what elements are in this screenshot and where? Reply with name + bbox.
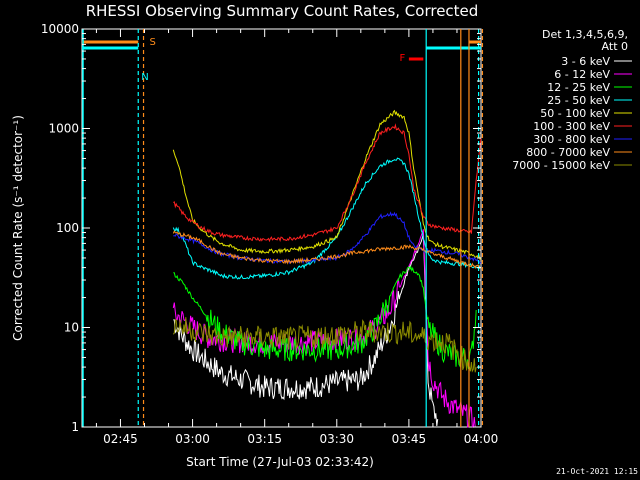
annotation-n: N — [141, 72, 148, 83]
legend-label-7000-15000-kev: 7000 - 15000 keV — [512, 159, 610, 172]
legend-label-300-800-kev: 300 - 800 keV — [533, 133, 610, 146]
series-line-25-50-kev — [172, 157, 482, 280]
x-tick-label: 04:00 — [464, 432, 499, 446]
y-tick-label: 10 — [64, 321, 79, 335]
chart-title: RHESSI Observing Summary Count Rates, Co… — [86, 2, 479, 20]
series-line-50-100-kev — [172, 109, 482, 261]
legend-title: Det 1,3,4,5,6,9, — [542, 28, 628, 41]
x-tick-label: 03:15 — [247, 432, 282, 446]
x-tick-label: 02:45 — [103, 432, 138, 446]
legend-label-12-25-kev: 12 - 25 keV — [547, 81, 610, 94]
legend-label-800-7000-kev: 800 - 7000 keV — [526, 146, 610, 159]
x-tick-label: 03:00 — [175, 432, 210, 446]
legend-label-6-12-kev: 6 - 12 keV — [554, 68, 610, 81]
series-layer — [172, 109, 482, 428]
legend-label-100-300-kev: 100 - 300 keV — [533, 120, 610, 133]
x-axis-label: Start Time (27-Jul-03 02:33:42) — [186, 455, 374, 469]
series-line-12-25-kev — [173, 265, 477, 370]
series-line-100-300-kev — [173, 123, 482, 243]
y-tick-label: 1000 — [48, 122, 79, 136]
annotation-s: S — [149, 37, 155, 48]
y-axis-label: Corrected Count Rate (s⁻¹ detector⁻¹) — [11, 115, 25, 341]
series-line-800-7000-kev — [172, 230, 482, 270]
footer-date: 21-Oct-2021 12:15 — [556, 467, 638, 476]
plot-area: S N F 1 10 100 1000 10000 02:45 03:00 03:15 03:30… — [41, 22, 498, 446]
x-tick-label: 03:30 — [319, 432, 354, 446]
legend-label-25-50-kev: 25 - 50 keV — [547, 94, 610, 107]
legend-label-3-6-kev: 3 - 6 keV — [561, 55, 610, 68]
y-tick-label: 1 — [71, 420, 79, 434]
y-axis-ticks: 1 10 100 1000 10000 — [41, 22, 481, 434]
annotation-f: F — [400, 53, 406, 64]
overlay-layer: S N F — [82, 29, 484, 427]
x-axis-ticks: 02:45 03:00 03:15 03:30 03:45 04:00 — [95, 29, 499, 446]
y-tick-label: 100 — [56, 221, 79, 235]
y-tick-label: 10000 — [41, 22, 79, 36]
legend-label-50-100-kev: 50 - 100 keV — [540, 107, 610, 120]
x-tick-label: 03:45 — [392, 432, 427, 446]
legend-subtitle: Att 0 — [602, 40, 628, 53]
